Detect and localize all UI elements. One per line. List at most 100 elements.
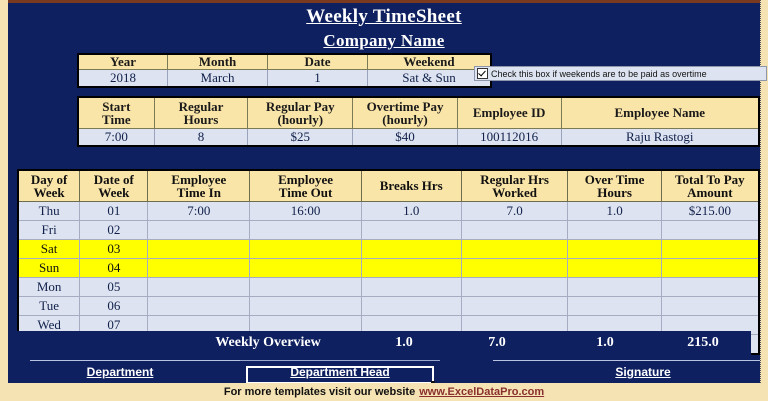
timesheet-cell-r3-c1[interactable]: Sat bbox=[17, 239, 81, 259]
timesheet-cell-r2-c4[interactable] bbox=[249, 220, 362, 240]
period-value-month[interactable]: March bbox=[167, 69, 268, 88]
timesheet-cell-r6-c4[interactable] bbox=[249, 296, 362, 316]
pay-value-employee-id[interactable]: 100112016 bbox=[456, 128, 562, 147]
timesheet-cell-r7-c3[interactable] bbox=[147, 315, 251, 335]
timesheet-cell-r2-c1[interactable]: Fri bbox=[17, 220, 81, 240]
timesheet-cell-r7-c4[interactable] bbox=[249, 315, 362, 335]
table-row: Sat 03 bbox=[17, 239, 760, 259]
timesheet-cell-r2-c3[interactable] bbox=[147, 220, 251, 240]
timesheet-cell-r3-c8[interactable] bbox=[660, 239, 760, 259]
footer-link[interactable]: www.ExcelDataPro.com bbox=[419, 386, 545, 398]
timesheet-cell-r6-c5[interactable] bbox=[360, 296, 462, 316]
pay-value-employee-name[interactable]: Raju Rastogi bbox=[560, 128, 760, 147]
timesheet-cell-r5-c8[interactable] bbox=[660, 277, 760, 297]
timesheet-header-5: Breaks Hrs bbox=[360, 169, 462, 202]
timesheet-cell-r6-c6[interactable] bbox=[460, 296, 569, 316]
period-value-weekend[interactable]: Sat & Sun bbox=[367, 69, 492, 88]
timesheet-cell-r3-c2[interactable]: 03 bbox=[79, 239, 149, 259]
pay-header-employee-id: Employee ID bbox=[456, 96, 562, 129]
pay-header-start-time: Start Time bbox=[77, 96, 155, 129]
timesheet-cell-r2-c2[interactable]: 02 bbox=[79, 220, 149, 240]
timesheet-table: Day of Week Date of Week Employee Time In Empl… bbox=[17, 169, 760, 355]
timesheet-cell-r1-c5[interactable]: 1.0 bbox=[360, 201, 462, 221]
timesheet-cell-r1-c1[interactable]: Thu bbox=[17, 201, 81, 221]
table-row: Sun 04 bbox=[17, 258, 760, 278]
timesheet-cell-r3-c5[interactable] bbox=[360, 239, 462, 259]
period-header-weekend: Weekend bbox=[367, 53, 492, 70]
timesheet-cell-r5-c7[interactable] bbox=[567, 277, 662, 297]
table-row: Mon 05 bbox=[17, 277, 760, 297]
company-name: Company Name bbox=[323, 31, 445, 50]
pay-header-overtime-pay: Overtime Pay (hourly) bbox=[352, 96, 458, 129]
overtime-checkbox-row[interactable]: Check this box if weekends are to be pai… bbox=[474, 66, 767, 81]
period-value-date[interactable]: 1 bbox=[267, 69, 368, 88]
timesheet-cell-r7-c6[interactable] bbox=[460, 315, 569, 335]
timesheet-cell-r6-c2[interactable]: 06 bbox=[79, 296, 149, 316]
timesheet-cell-r7-c7[interactable] bbox=[567, 315, 662, 335]
timesheet-cell-r4-c1[interactable]: Sun bbox=[17, 258, 81, 278]
period-value-year[interactable]: 2018 bbox=[77, 69, 168, 88]
timesheet-cell-r5-c3[interactable] bbox=[147, 277, 251, 297]
timesheet-cell-r1-c3[interactable]: 7:00 bbox=[147, 201, 251, 221]
timesheet-cell-r5-c4[interactable] bbox=[249, 277, 362, 297]
table-row: Tue 06 bbox=[17, 296, 760, 316]
timesheet-cell-r1-c8[interactable]: $215.00 bbox=[660, 201, 760, 221]
timesheet-cell-r2-c5[interactable] bbox=[360, 220, 462, 240]
period-header-year: Year bbox=[77, 53, 168, 70]
timesheet-cell-r6-c3[interactable] bbox=[147, 296, 251, 316]
pay-value-regular-pay[interactable]: $25 bbox=[247, 128, 354, 147]
timesheet-cell-r5-c6[interactable] bbox=[460, 277, 569, 297]
footer-text: For more templates visit our website bbox=[223, 386, 416, 398]
timesheet-cell-r1-c6[interactable]: 7.0 bbox=[460, 201, 569, 221]
timesheet-cell-r2-c6[interactable] bbox=[460, 220, 569, 240]
timesheet-cell-r2-c7[interactable] bbox=[567, 220, 662, 240]
timesheet-cell-r2-c8[interactable] bbox=[660, 220, 760, 240]
pay-header-regular-hours: Regular Hours bbox=[153, 96, 249, 129]
timesheet-cell-r5-c1[interactable]: Mon bbox=[17, 277, 81, 297]
timesheet-cell-r6-c8[interactable] bbox=[660, 296, 760, 316]
overtime-checkbox-label: Check this box if weekends are to be pai… bbox=[491, 68, 707, 79]
timesheet-cell-r1-c2[interactable]: 01 bbox=[79, 201, 149, 221]
weekly-overview-breaks: 1.0 bbox=[395, 335, 413, 350]
timesheet-cell-r3-c6[interactable] bbox=[460, 239, 569, 259]
timesheet-cell-r7-c8[interactable] bbox=[660, 315, 760, 335]
sheet-canvas: Weekly TimeSheet Company Name Year Month… bbox=[8, 3, 767, 385]
table-row: Thu 01 7:00 16:00 1.0 7.0 1.0 $215.00 bbox=[17, 201, 760, 221]
pay-value-start-time[interactable]: 7:00 bbox=[77, 128, 155, 147]
timesheet-cell-r4-c3[interactable] bbox=[147, 258, 251, 278]
pay-value-row: 7:00 8 $25 $40 100112016 Raju Rastogi bbox=[77, 128, 760, 147]
timesheet-cell-r4-c5[interactable] bbox=[360, 258, 462, 278]
timesheet-cell-r6-c1[interactable]: Tue bbox=[17, 296, 81, 316]
selected-cell-outline[interactable] bbox=[246, 366, 435, 385]
timesheet-cell-r7-c2[interactable]: 07 bbox=[79, 315, 149, 335]
timesheet-cell-r3-c4[interactable] bbox=[249, 239, 362, 259]
timesheet-cell-r4-c4[interactable] bbox=[249, 258, 362, 278]
department-head-label: Department Head bbox=[290, 365, 390, 379]
timesheet-cell-r5-c5[interactable] bbox=[360, 277, 462, 297]
footer: For more templates visit our website www… bbox=[0, 383, 768, 401]
timesheet-cell-r3-c7[interactable] bbox=[567, 239, 662, 259]
timesheet-cell-r4-c7[interactable] bbox=[567, 258, 662, 278]
timesheet-cell-r3-c3[interactable] bbox=[147, 239, 251, 259]
weekly-overview-row: Weekly Overview 1.0 7.0 1.0 215.0 bbox=[17, 331, 751, 355]
period-table: Year Month Date Weekend 2018 March 1 Sat… bbox=[77, 53, 492, 88]
pay-value-overtime-pay[interactable]: $40 bbox=[352, 128, 458, 147]
period-value-row: 2018 March 1 Sat & Sun bbox=[77, 69, 492, 88]
timesheet-cell-r4-c8[interactable] bbox=[660, 258, 760, 278]
timesheet-cell-r7-c1[interactable]: Wed bbox=[17, 315, 81, 335]
checkbox-checked-icon[interactable] bbox=[477, 68, 488, 79]
timesheet-cell-r5-c2[interactable]: 05 bbox=[79, 277, 149, 297]
timesheet-cell-r4-c2[interactable]: 04 bbox=[79, 258, 149, 278]
timesheet-cell-r1-c7[interactable]: 1.0 bbox=[567, 201, 662, 221]
timesheet-cell-r7-c5[interactable] bbox=[360, 315, 462, 335]
timesheet-cell-r1-c4[interactable]: 16:00 bbox=[249, 201, 362, 221]
pay-header-row: Start Time Regular Hours Regular Pay (hourl… bbox=[77, 96, 760, 129]
timesheet-cell-r6-c7[interactable] bbox=[567, 296, 662, 316]
weekly-overview-overtime: 1.0 bbox=[596, 335, 614, 350]
signature-label: Signature bbox=[615, 365, 671, 379]
timesheet-cell-r4-c6[interactable] bbox=[460, 258, 569, 278]
pay-value-regular-hours[interactable]: 8 bbox=[153, 128, 249, 147]
timesheet-header-6: Regular Hrs Worked bbox=[460, 169, 569, 202]
timesheet-header-7: Over Time Hours bbox=[567, 169, 662, 202]
